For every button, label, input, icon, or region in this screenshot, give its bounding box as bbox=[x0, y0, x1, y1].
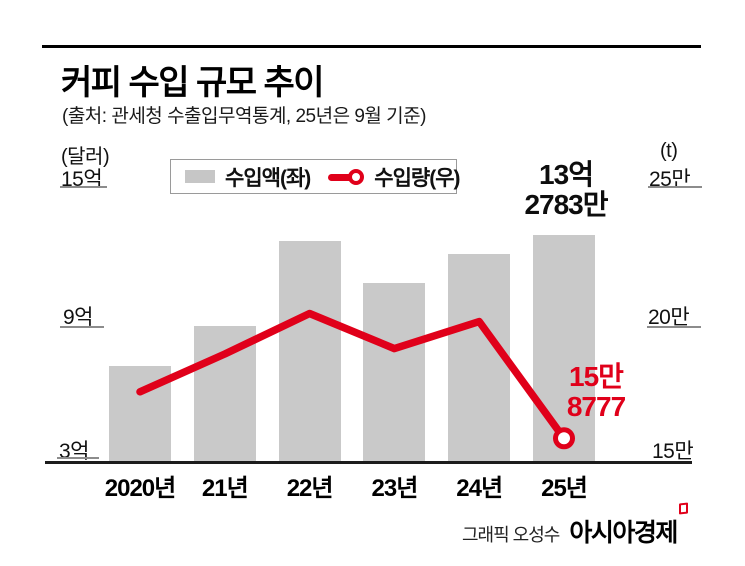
legend-bar-swatch bbox=[185, 170, 215, 183]
bar-23년 bbox=[363, 283, 426, 463]
legend-line-label: 수입량(우) bbox=[374, 166, 460, 190]
bar-2020년 bbox=[109, 365, 171, 463]
x-label-24년: 24년 bbox=[456, 475, 503, 502]
bar-21년 bbox=[193, 325, 256, 463]
bar-22년 bbox=[278, 241, 341, 463]
legend-line-marker-icon bbox=[328, 168, 365, 185]
left-tick-9: 9억 bbox=[63, 306, 94, 329]
x-axis-baseline bbox=[45, 461, 692, 464]
x-label-22년: 22년 bbox=[286, 475, 334, 502]
line-value-annotation: 15만 8777 bbox=[566, 361, 626, 423]
bar-24년 bbox=[448, 254, 511, 463]
chart-title: 커피 수입 규모 추이 bbox=[61, 64, 325, 102]
chart-source-note: (출처: 관세청 수출입무역통계, 25년은 9월 기준) bbox=[62, 106, 426, 127]
left-tick-rule-3 bbox=[57, 457, 99, 459]
brand-logo-text: 아시아경제 bbox=[569, 519, 678, 547]
right-tick-rule-25 bbox=[648, 186, 702, 188]
legend-bar-label: 수입액(좌) bbox=[225, 166, 311, 190]
right-tick-25: 25만 bbox=[649, 168, 691, 191]
left-tick-15: 15억 bbox=[61, 168, 103, 191]
line-value-line2: 8777 bbox=[566, 391, 626, 423]
right-tick-15: 15만 bbox=[652, 440, 694, 463]
left-axis-unit: (달러) bbox=[61, 146, 110, 168]
x-label-21년: 21년 bbox=[201, 475, 249, 502]
legend: 수입액(좌) 수입량(우) bbox=[170, 159, 461, 194]
right-tick-20: 20만 bbox=[648, 306, 690, 329]
bar-25년 bbox=[533, 234, 595, 463]
x-label-2020년: 2020년 bbox=[104, 475, 176, 502]
legend-line-segment bbox=[328, 173, 355, 181]
bar-value-annotation: 13억 2783만 bbox=[524, 159, 608, 221]
credit-line: 그래픽 오성수 아시아경제 bbox=[462, 502, 688, 549]
right-tick-rule-20 bbox=[647, 326, 701, 328]
top-rule bbox=[42, 45, 701, 48]
left-tick-rule-15 bbox=[60, 186, 107, 188]
x-label-23년: 23년 bbox=[371, 475, 419, 502]
x-label-25년: 25년 bbox=[541, 475, 588, 502]
credit-author: 그래픽 오성수 bbox=[462, 525, 560, 545]
legend-circle-marker-icon bbox=[348, 168, 365, 185]
right-axis-unit: (t) bbox=[660, 140, 678, 162]
bar-value-line1: 13억 bbox=[539, 159, 594, 190]
bar-value-line2: 2783만 bbox=[524, 189, 608, 221]
left-tick-rule-9 bbox=[60, 326, 104, 328]
line-value-line1: 15만 bbox=[569, 361, 624, 392]
brand-logo-mark-icon bbox=[678, 502, 688, 515]
